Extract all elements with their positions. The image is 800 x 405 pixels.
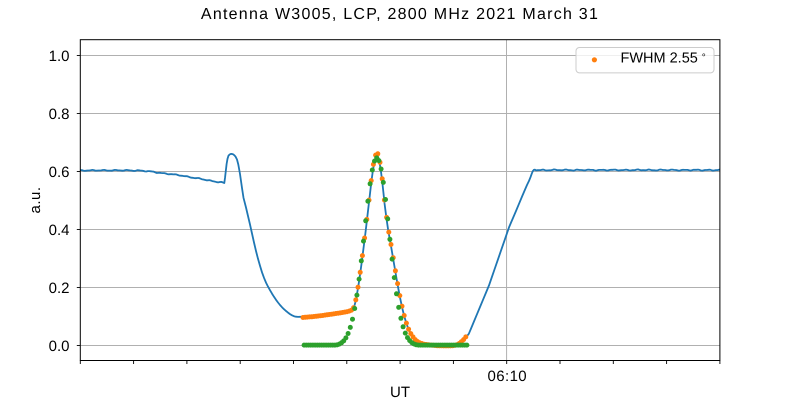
svg-text:0.4: 0.4 bbox=[49, 222, 70, 239]
svg-text:06:10: 06:10 bbox=[488, 368, 528, 385]
svg-text:0.2: 0.2 bbox=[49, 280, 70, 297]
svg-text:a.u.: a.u. bbox=[27, 186, 44, 213]
svg-text:0.6: 0.6 bbox=[49, 164, 70, 181]
svg-text:FWHM 2.55: FWHM 2.55 bbox=[621, 51, 698, 67]
svg-text:UT: UT bbox=[390, 384, 410, 400]
svg-text:°: ° bbox=[702, 52, 706, 63]
svg-text:0.8: 0.8 bbox=[49, 106, 70, 123]
svg-text:1.0: 1.0 bbox=[49, 48, 70, 65]
svg-text:0.0: 0.0 bbox=[49, 338, 70, 355]
svg-text:Antenna W3005, LCP, 2800 MHz 2: Antenna W3005, LCP, 2800 MHz 2021 March … bbox=[201, 6, 599, 23]
